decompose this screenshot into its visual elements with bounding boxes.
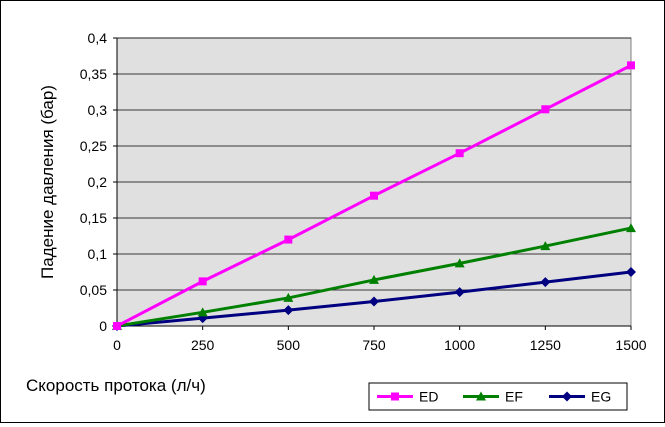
data-point [627,61,635,70]
legend-label: EG [591,389,611,405]
x-tick-label: 250 [191,337,215,353]
y-tick-label: 0,05 [80,282,107,298]
data-point [626,267,636,277]
data-point [113,322,121,330]
y-axis-label: Падение давления (бар) [38,85,57,279]
data-point [369,274,379,284]
legend: ED EF EG [368,382,628,411]
x-tick-label: 750 [362,337,386,353]
data-point [283,305,294,316]
series-ed [113,61,635,330]
data-point [284,235,293,244]
data-point [454,258,465,268]
x-tick-label: 1250 [530,337,561,353]
legend-label: ED [419,389,438,405]
y-tick-label: 0,25 [80,138,107,154]
y-tick-labels: 0 0,05 0,1 0,15 0,2 0,25 0,3 0,35 0,4 [80,30,107,334]
y-tick-label: 0,15 [80,210,107,226]
data-point [541,105,550,114]
y-tick-label: 0,2 [88,174,108,190]
data-point [540,277,551,288]
x-tick-label: 1500 [615,337,646,353]
y-tick-label: 0,3 [88,102,108,118]
data-point [283,292,294,302]
legend-item-ed: ED [377,389,438,405]
data-point [540,241,551,251]
x-tick-label: 1000 [444,337,475,353]
series-group [112,61,636,331]
axes [116,38,632,330]
data-point [626,223,636,233]
x-tick-label: 500 [277,337,301,353]
y-tick-label: 0,35 [80,66,107,82]
data-point [562,391,572,402]
gridlines [113,37,631,327]
x-tick-labels: 0 250 500 750 1000 1250 1500 [113,337,647,353]
legend-item-eg: EG [549,389,611,405]
data-point [454,287,465,298]
data-point [198,277,207,286]
data-point [476,391,486,401]
y-tick-label: 0,1 [88,246,108,262]
x-axis-label: Скорость протока (л/ч) [26,376,206,395]
data-point [455,149,464,158]
legend-label: EF [505,389,523,405]
data-point [369,296,379,307]
x-tick-label: 0 [113,337,121,353]
data-point [370,191,378,200]
data-point [391,392,399,401]
legend-item-ef: EF [463,389,523,405]
y-tick-label: 0,4 [88,30,108,46]
data-point [197,307,208,317]
y-tick-label: 0 [99,318,107,334]
